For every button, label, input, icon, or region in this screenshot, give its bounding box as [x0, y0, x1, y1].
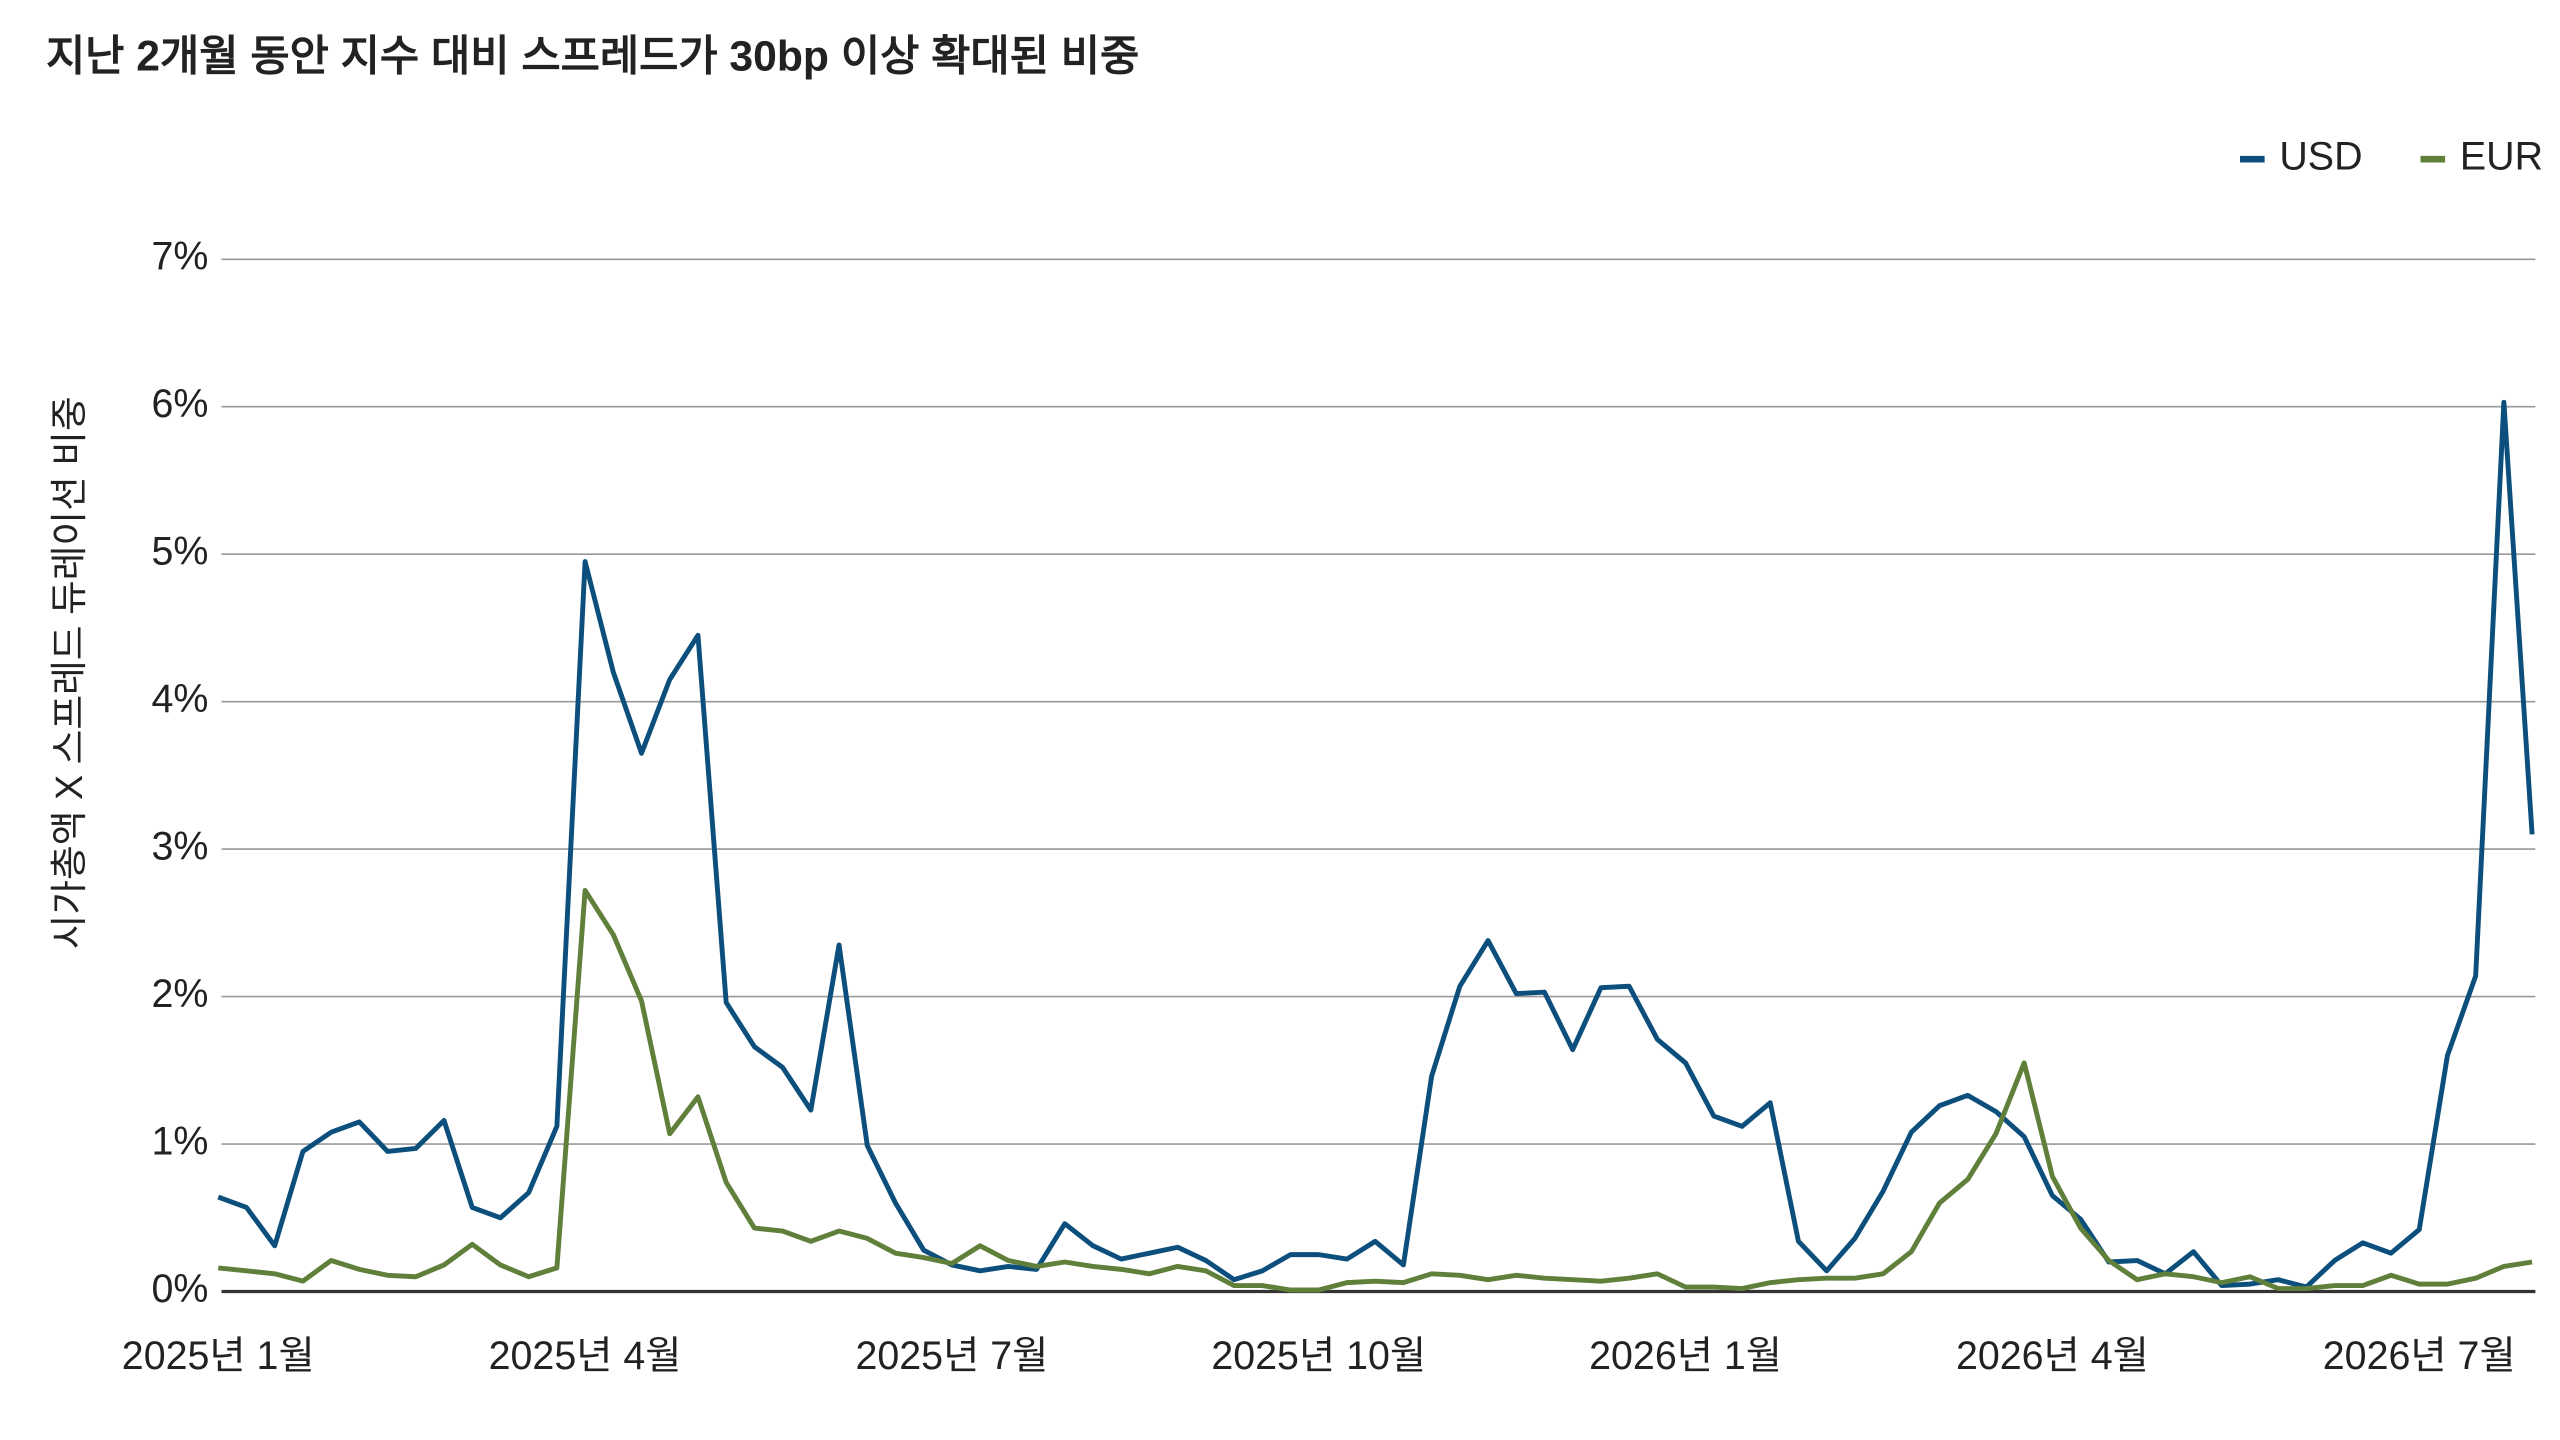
x-tick-label: 2025년 7월: [855, 1334, 1048, 1378]
x-tick-label: 2025년 10월: [1211, 1334, 1426, 1378]
y-axis-label: 시가총액 X 스프레드 듀레이션 비중: [48, 396, 90, 949]
legend-label: USD: [2279, 135, 2362, 179]
y-tick-label: 3%: [151, 825, 208, 869]
y-tick-label: 4%: [151, 677, 208, 721]
y-tick-label: 6%: [151, 382, 208, 426]
data-line: [217, 399, 2535, 1290]
data-line: [218, 887, 2533, 1293]
x-tick-label: 2026년 1월: [1589, 1334, 1782, 1378]
y-tick-label: 1%: [151, 1119, 208, 1163]
y-tick-label: 7%: [151, 235, 208, 279]
y-tick-label: 0%: [151, 1267, 208, 1311]
x-tick-label: 2025년 4월: [489, 1334, 682, 1378]
x-tick-label: 2026년 4월: [1956, 1334, 2149, 1378]
y-tick-label: 2%: [151, 972, 208, 1016]
x-tick-label: 2026년 7월: [2323, 1334, 2516, 1378]
x-tick-label: 2025년 1월: [122, 1334, 315, 1378]
chart-title: 지난 2개월 동안 지수 대비 스프레드가 30bp 이상 확대된 비중: [46, 32, 1139, 80]
legend-label: EUR: [2460, 135, 2543, 179]
y-tick-label: 5%: [151, 530, 208, 574]
